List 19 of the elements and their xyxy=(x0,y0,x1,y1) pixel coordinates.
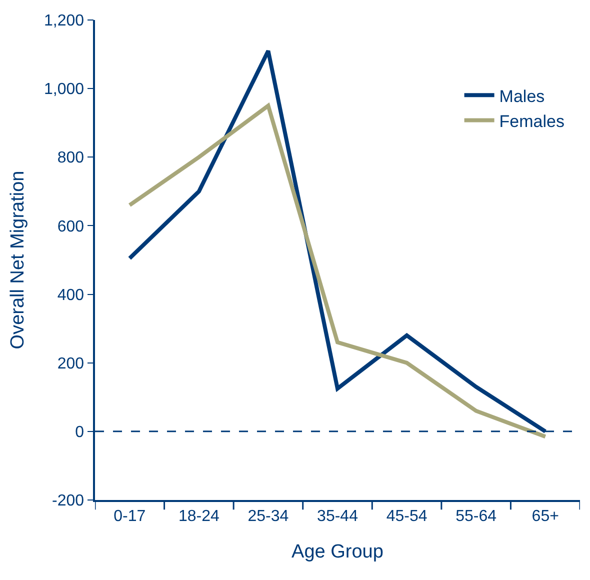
x-tick-label: 55-64 xyxy=(456,508,497,525)
x-tick-label: 0-17 xyxy=(114,508,146,525)
legend-label: Males xyxy=(499,86,545,106)
y-tick-label: 0 xyxy=(75,424,84,442)
y-tick-label: 800 xyxy=(57,150,84,167)
x-tick-label: 25-34 xyxy=(248,508,289,525)
y-axis-title: Overall Net Migration xyxy=(7,170,28,350)
y-tick-label: 200 xyxy=(57,355,84,372)
x-axis-title: Age Group xyxy=(292,541,384,562)
y-tick-label: 600 xyxy=(57,218,84,236)
x-tick-label: 65+ xyxy=(532,508,559,525)
legend-label: Females xyxy=(499,112,564,131)
x-tick-label: 45-54 xyxy=(386,508,428,525)
y-tick-label: 1,000 xyxy=(44,81,84,98)
y-tick-label: 1,200 xyxy=(44,12,84,30)
y-tick-label: -200 xyxy=(52,492,84,510)
x-tick-label: 35-44 xyxy=(317,508,358,525)
x-tick-label: 18-24 xyxy=(178,508,220,525)
y-tick-label: 400 xyxy=(57,286,84,304)
